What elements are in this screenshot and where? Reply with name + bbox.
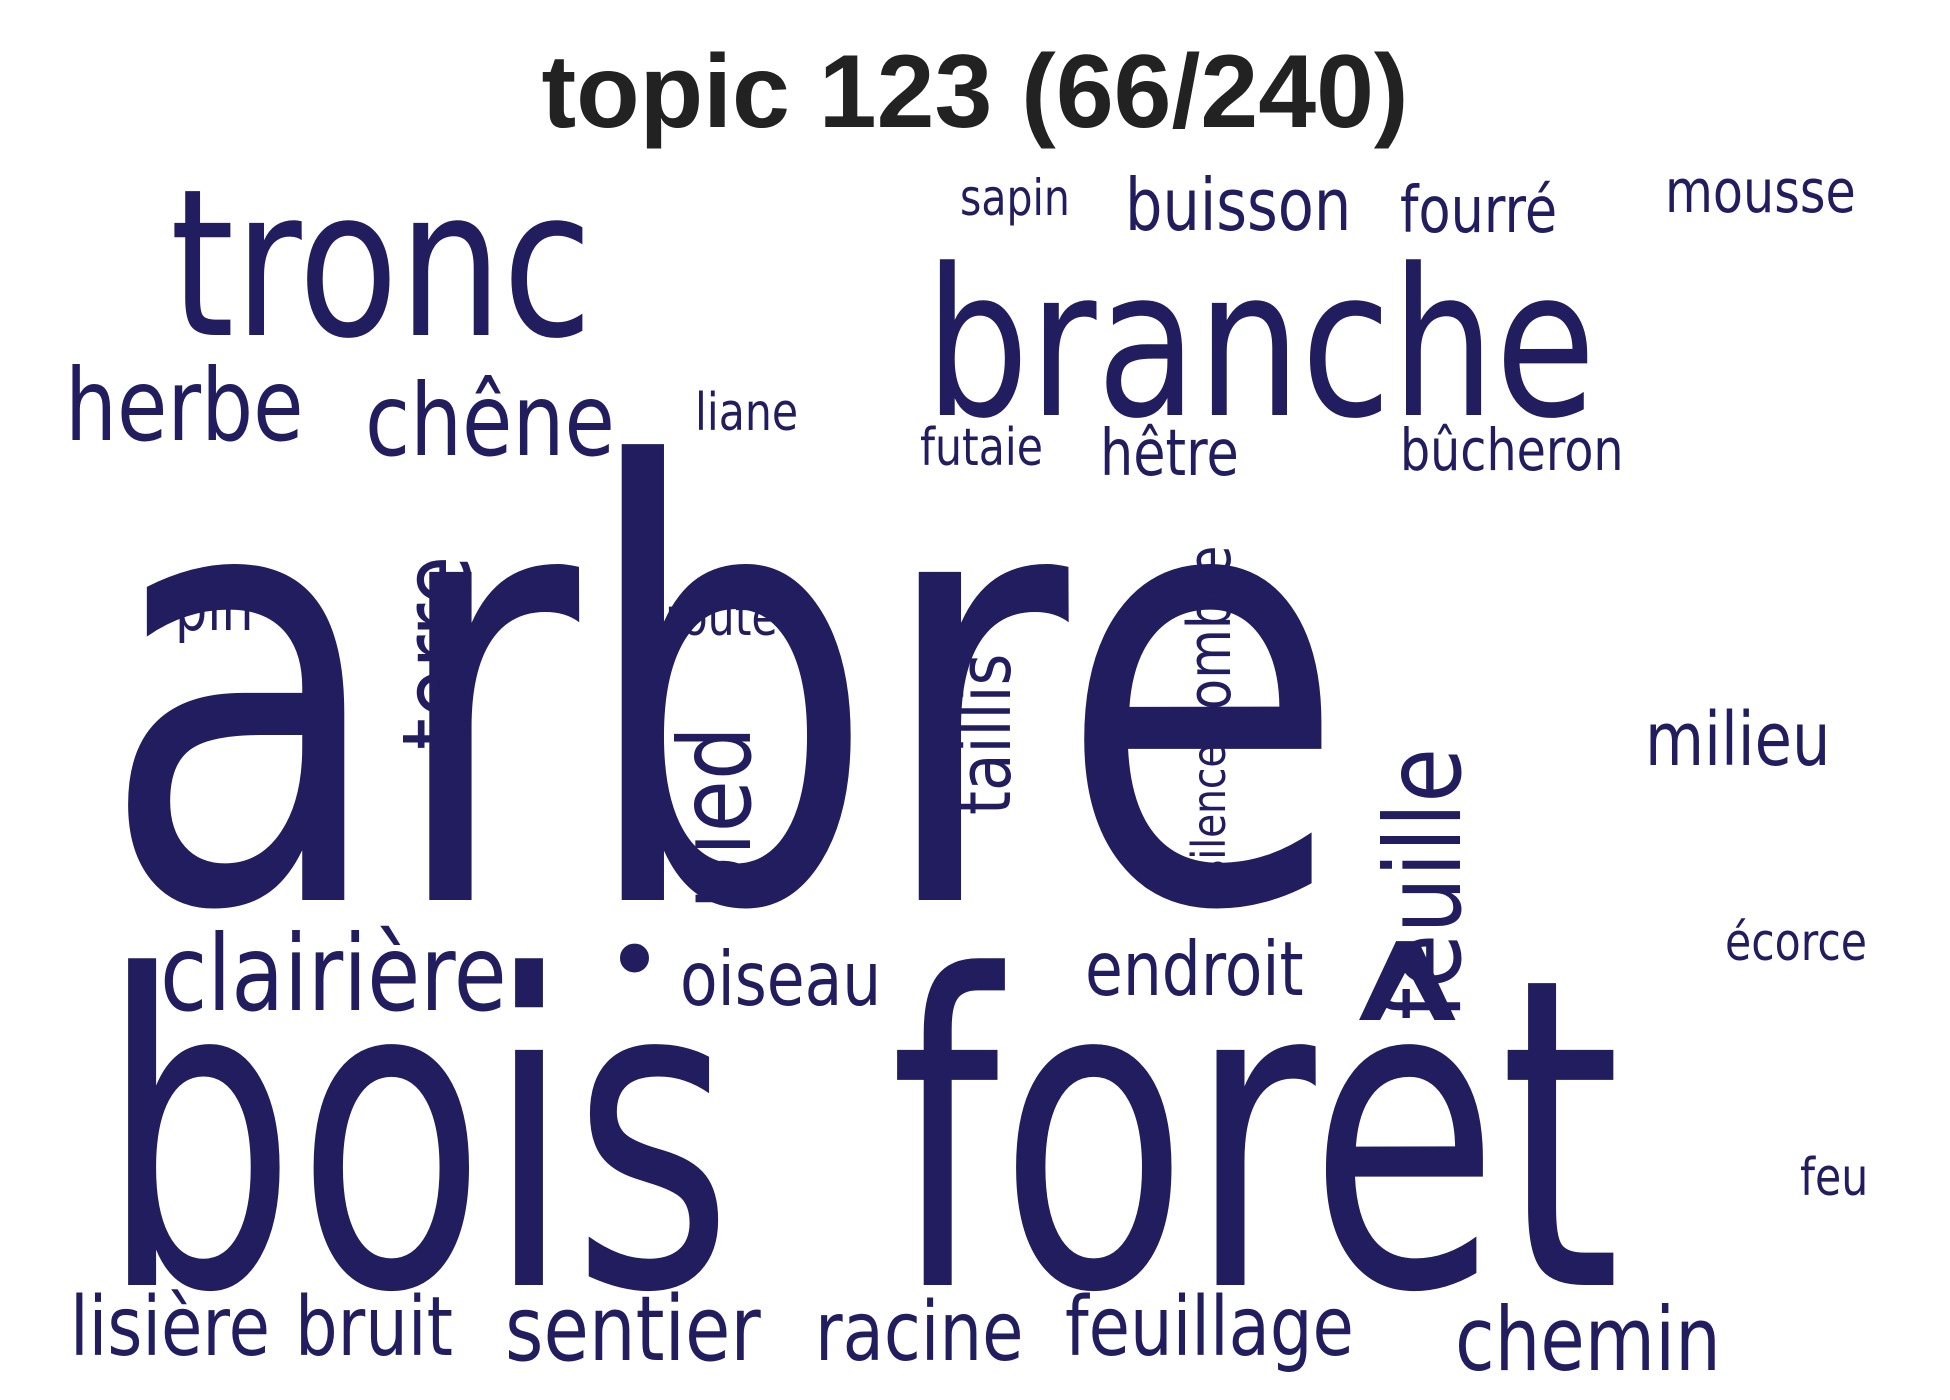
word-16: pin: [175, 573, 254, 645]
word-17: route: [665, 588, 778, 648]
word-33: racine: [815, 1283, 1023, 1379]
word-6: chêne: [365, 362, 615, 479]
word-34: feuillage: [1065, 1278, 1354, 1374]
chart-title: topic 123 (66/240): [541, 34, 1409, 150]
word-21: silence: [1183, 744, 1237, 880]
word-31: bruit: [295, 1278, 453, 1374]
word-1: bois: [100, 887, 733, 1387]
word-22: feuille: [1363, 748, 1485, 1020]
word-5: herbe: [65, 347, 304, 464]
word-20: ombre: [1175, 546, 1245, 710]
word-9: buisson: [1125, 163, 1351, 247]
word-10: fourré: [1400, 173, 1557, 247]
word-18: pied: [657, 726, 773, 910]
word-14: bûcheron: [1400, 416, 1624, 484]
word-25: •: [605, 902, 664, 1019]
word-35: chemin: [1455, 1288, 1721, 1391]
word-12: futaie: [920, 418, 1043, 478]
word-28: écorce: [1725, 913, 1867, 973]
word-3: tronc: [170, 145, 593, 384]
word-19: taillis: [943, 654, 1027, 815]
word-27: endroit: [1085, 926, 1304, 1013]
word-15: terre: [382, 556, 493, 750]
word-32: sentier: [505, 1278, 761, 1382]
word-30: lisière: [70, 1278, 270, 1374]
word-0: arbre: [100, 344, 1346, 1042]
word-24: clairière: [160, 913, 507, 1035]
word-8: sapin: [960, 169, 1070, 227]
word-29: feu: [1800, 1148, 1868, 1208]
word-26: oiseau: [680, 936, 881, 1023]
word-2: forêt: [890, 887, 1621, 1387]
word-13: hêtre: [1100, 416, 1239, 490]
word-23: milieu: [1645, 696, 1830, 782]
word-4: branche: [925, 225, 1596, 464]
word-11: mousse: [1665, 156, 1856, 226]
word-7: liane: [695, 383, 798, 443]
